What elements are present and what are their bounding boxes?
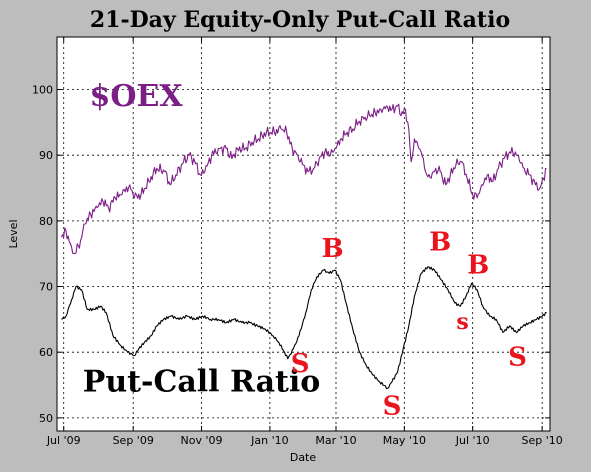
x-tick-label: Nov '09 [181,434,223,447]
x-axis-label: Date [290,451,317,464]
x-tick-label: Jan '10 [250,434,288,447]
y-tick-label: 90 [39,149,53,162]
x-tick-label: Sep '10 [522,434,563,447]
series-line-oex [60,103,547,255]
buy-signal-label: B [429,227,451,257]
oex-series-label: $OEX [89,79,183,114]
sell-signal-label: s [456,309,468,335]
buy-signal-label: B [322,234,344,264]
sell-signal-label: S [291,349,310,379]
y-tick-label: 100 [32,84,53,97]
put-call-series-label: Put-Call Ratio [83,365,321,400]
sell-signal-label: S [508,342,527,372]
y-axis-label: Level [7,219,20,248]
sell-signal-label: S [383,392,402,422]
x-tick-label: Jul '10 [455,434,490,447]
y-tick-label: 60 [39,346,53,359]
x-tick-label: Jul '09 [46,434,81,447]
series-line-put-call-ratio [61,266,547,390]
plot-area [56,36,551,432]
x-tick-label: Sep '09 [113,434,154,447]
x-tick-label: May '10 [383,434,426,447]
chart-title: 21-Day Equity-Only Put-Call Ratio [90,7,510,33]
buy-signal-label: B [467,250,489,280]
y-tick-label: 80 [39,215,53,228]
y-tick-label: 70 [39,281,53,294]
grid [57,37,550,431]
ticks: 50 60 70 80 90 100 Jul '09 Sep '09 Nov '09 Jan '1… [32,37,563,447]
y-tick-label: 50 [39,412,53,425]
series-layer [60,103,547,390]
x-tick-label: Mar '10 [315,434,356,447]
